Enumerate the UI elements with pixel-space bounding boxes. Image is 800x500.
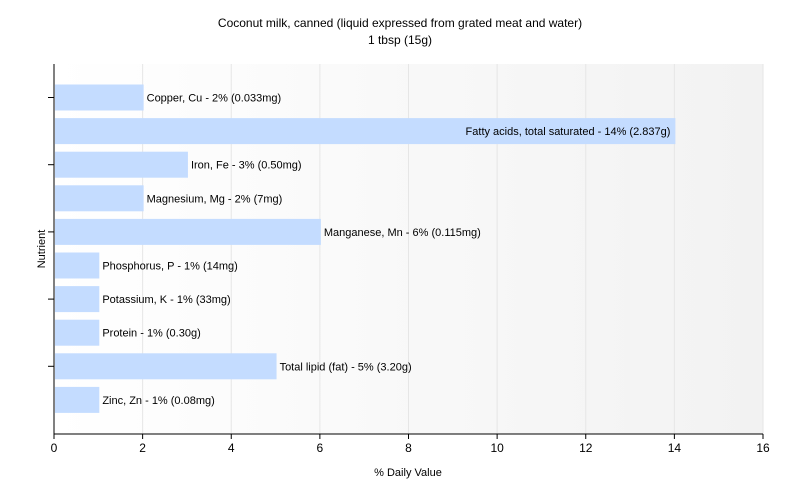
x-tick-label-2: 2 bbox=[139, 441, 146, 455]
bar-label-6: Potassium, K - 1% (33mg) bbox=[102, 294, 230, 306]
x-tick-label-14: 14 bbox=[668, 441, 682, 455]
x-tick-label-0: 0 bbox=[51, 441, 58, 455]
bars-group bbox=[55, 84, 676, 413]
x-axis-label: % Daily Value bbox=[374, 467, 442, 479]
bar-label-3: Magnesium, Mg - 2% (7mg) bbox=[147, 193, 283, 205]
bar-label-9: Zinc, Zn - 1% (0.08mg) bbox=[102, 395, 214, 407]
bar-label-1: Fatty acids, total saturated - 14% (2.83… bbox=[466, 126, 671, 138]
y-axis-label: Nutrient bbox=[36, 230, 48, 269]
x-tick-label-4: 4 bbox=[228, 441, 235, 455]
bar-label-8: Total lipid (fat) - 5% (3.20g) bbox=[280, 361, 412, 373]
bar-5 bbox=[55, 252, 100, 279]
bar-label-0: Copper, Cu - 2% (0.033mg) bbox=[147, 93, 282, 105]
bar-3 bbox=[55, 185, 144, 212]
bar-9 bbox=[55, 386, 100, 413]
y-axis-ticks bbox=[48, 97, 54, 367]
x-tick-label-16: 16 bbox=[756, 441, 770, 455]
x-axis-ticks: 0 2 4 6 8 10 12 14 16 bbox=[51, 434, 770, 455]
bar-7 bbox=[55, 319, 100, 346]
x-tick-label-6: 6 bbox=[317, 441, 324, 455]
x-tick-label-12: 12 bbox=[579, 441, 593, 455]
bar-0 bbox=[55, 84, 144, 111]
bar-label-2: Iron, Fe - 3% (0.50mg) bbox=[191, 160, 302, 172]
bar-4 bbox=[55, 218, 321, 245]
x-tick-label-10: 10 bbox=[490, 441, 504, 455]
bar-6 bbox=[55, 286, 100, 313]
x-tick-label-8: 8 bbox=[405, 441, 412, 455]
bar-label-5: Phosphorus, P - 1% (14mg) bbox=[102, 261, 238, 273]
chart-title: Coconut milk, canned (liquid expressed f… bbox=[218, 16, 582, 30]
chart-subtitle: 1 tbsp (15g) bbox=[368, 33, 432, 47]
bar-label-4: Manganese, Mn - 6% (0.115mg) bbox=[324, 227, 481, 239]
bar-8 bbox=[55, 353, 277, 380]
bar-1 bbox=[55, 118, 676, 145]
bar-label-7: Protein - 1% (0.30g) bbox=[102, 328, 200, 340]
bar-2 bbox=[55, 151, 188, 178]
bar-labels-group: Copper, Cu - 2% (0.033mg) Fatty acids, to… bbox=[102, 93, 670, 407]
